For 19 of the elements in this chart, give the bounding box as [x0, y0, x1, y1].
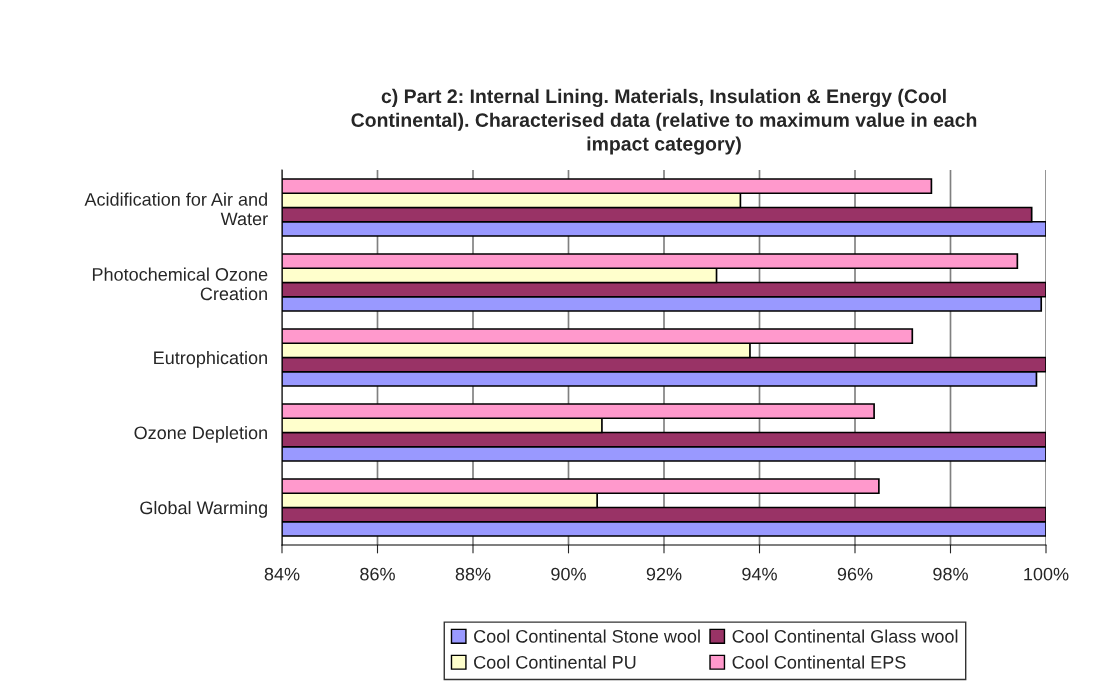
x-tick-label: 96% [837, 567, 873, 581]
y-tick-label: Ozone Depletion [134, 425, 267, 443]
chart-title: c) Part 2: Internal Lining. Materials, Insulation & Energy (Cool Continental). Characterised data (relative to maximum value in each impact category) [351, 88, 977, 155]
legend-label: Cool Continental PU [474, 655, 636, 669]
y-tick-label: Acidification for Air and Water [84, 192, 268, 226]
x-tick-label: 84% [264, 567, 300, 581]
x-tick-label: 100% [1024, 567, 1069, 581]
x-tick-label: 98% [933, 567, 968, 581]
legend-label: Cool Continental Glass wool [732, 629, 958, 643]
x-tick-label: 88% [455, 567, 491, 581]
x-tick-label: 90% [551, 567, 586, 581]
y-tick-label: Photochemical Ozone Creation [92, 267, 268, 301]
x-tick-label: 86% [360, 567, 395, 581]
legend-label: Cool Continental EPS [732, 655, 906, 669]
y-tick-label: Global Warming [140, 500, 267, 518]
legend-label: Cool Continental Stone wool [474, 629, 700, 643]
x-tick-label: 92% [646, 567, 682, 581]
x-tick-label: 94% [742, 567, 777, 581]
y-tick-label: Eutrophication [154, 350, 267, 368]
